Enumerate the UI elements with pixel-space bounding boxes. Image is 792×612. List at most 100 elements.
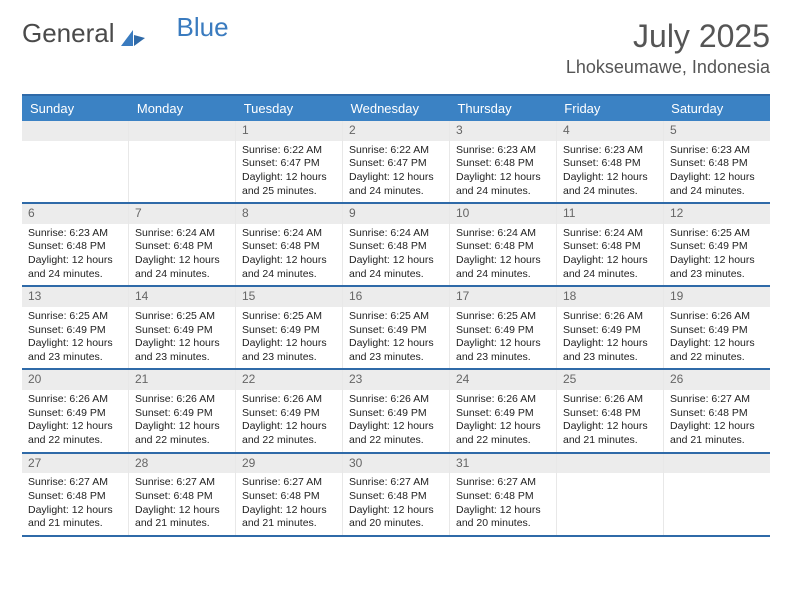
sunrise-line: Sunrise: 6:23 AM — [670, 144, 764, 158]
daylight-line: Daylight: 12 hours and 24 minutes. — [349, 254, 443, 281]
day-number: 9 — [343, 204, 449, 224]
calendar-cell: 12Sunrise: 6:25 AMSunset: 6:49 PMDayligh… — [664, 204, 770, 285]
calendar-cell: 25Sunrise: 6:26 AMSunset: 6:48 PMDayligh… — [557, 370, 664, 451]
cell-body: Sunrise: 6:25 AMSunset: 6:49 PMDaylight:… — [129, 307, 235, 369]
day-number: 10 — [450, 204, 556, 224]
calendar-cell: 2Sunrise: 6:22 AMSunset: 6:47 PMDaylight… — [343, 121, 450, 202]
daylight-line: Daylight: 12 hours and 23 minutes. — [349, 337, 443, 364]
sunset-line: Sunset: 6:48 PM — [563, 240, 657, 254]
brand-sail-icon — [119, 24, 147, 44]
sunrise-line: Sunrise: 6:25 AM — [28, 310, 122, 324]
cell-body: Sunrise: 6:27 AMSunset: 6:48 PMDaylight:… — [129, 473, 235, 535]
calendar-cell: 7Sunrise: 6:24 AMSunset: 6:48 PMDaylight… — [129, 204, 236, 285]
sunset-line: Sunset: 6:48 PM — [242, 240, 336, 254]
daylight-line: Daylight: 12 hours and 22 minutes. — [242, 420, 336, 447]
cell-body: Sunrise: 6:26 AMSunset: 6:48 PMDaylight:… — [557, 390, 663, 452]
day-number — [129, 121, 235, 141]
sunrise-line: Sunrise: 6:23 AM — [28, 227, 122, 241]
calendar-cell: 21Sunrise: 6:26 AMSunset: 6:49 PMDayligh… — [129, 370, 236, 451]
calendar-cell — [664, 454, 770, 535]
calendar-cell: 23Sunrise: 6:26 AMSunset: 6:49 PMDayligh… — [343, 370, 450, 451]
calendar-cell — [557, 454, 664, 535]
calendar-cell: 19Sunrise: 6:26 AMSunset: 6:49 PMDayligh… — [664, 287, 770, 368]
cell-body: Sunrise: 6:24 AMSunset: 6:48 PMDaylight:… — [236, 224, 342, 286]
daylight-line: Daylight: 12 hours and 24 minutes. — [135, 254, 229, 281]
cell-body: Sunrise: 6:24 AMSunset: 6:48 PMDaylight:… — [557, 224, 663, 286]
cell-body: Sunrise: 6:24 AMSunset: 6:48 PMDaylight:… — [343, 224, 449, 286]
sunrise-line: Sunrise: 6:25 AM — [242, 310, 336, 324]
sunset-line: Sunset: 6:49 PM — [456, 407, 550, 421]
cell-body: Sunrise: 6:26 AMSunset: 6:49 PMDaylight:… — [664, 307, 770, 369]
sunrise-line: Sunrise: 6:26 AM — [456, 393, 550, 407]
day-number: 29 — [236, 454, 342, 474]
day-number: 21 — [129, 370, 235, 390]
daylight-line: Daylight: 12 hours and 21 minutes. — [670, 420, 764, 447]
day-number: 16 — [343, 287, 449, 307]
sunrise-line: Sunrise: 6:26 AM — [349, 393, 443, 407]
daylight-line: Daylight: 12 hours and 24 minutes. — [670, 171, 764, 198]
sunset-line: Sunset: 6:47 PM — [349, 157, 443, 171]
day-number: 19 — [664, 287, 770, 307]
sunrise-line: Sunrise: 6:27 AM — [456, 476, 550, 490]
month-title: July 2025 — [566, 18, 770, 55]
sunset-line: Sunset: 6:49 PM — [670, 324, 764, 338]
calendar-cell: 8Sunrise: 6:24 AMSunset: 6:48 PMDaylight… — [236, 204, 343, 285]
sunset-line: Sunset: 6:48 PM — [563, 407, 657, 421]
daylight-line: Daylight: 12 hours and 21 minutes. — [563, 420, 657, 447]
day-number: 7 — [129, 204, 235, 224]
calendar-cell: 6Sunrise: 6:23 AMSunset: 6:48 PMDaylight… — [22, 204, 129, 285]
sunset-line: Sunset: 6:49 PM — [135, 407, 229, 421]
sunset-line: Sunset: 6:47 PM — [242, 157, 336, 171]
calendar-cell: 29Sunrise: 6:27 AMSunset: 6:48 PMDayligh… — [236, 454, 343, 535]
cell-body: Sunrise: 6:22 AMSunset: 6:47 PMDaylight:… — [343, 141, 449, 203]
day-number: 17 — [450, 287, 556, 307]
daylight-line: Daylight: 12 hours and 24 minutes. — [242, 254, 336, 281]
day-number: 5 — [664, 121, 770, 141]
calendar-cell: 17Sunrise: 6:25 AMSunset: 6:49 PMDayligh… — [450, 287, 557, 368]
cell-body: Sunrise: 6:26 AMSunset: 6:49 PMDaylight:… — [450, 390, 556, 452]
daylight-line: Daylight: 12 hours and 21 minutes. — [242, 504, 336, 531]
calendar-cell: 5 Sunrise: 6:23 AMSunset: 6:48 PMDaylight… — [664, 121, 770, 202]
calendar-cell: 26Sunrise: 6:27 AMSunset: 6:48 PMDayligh… — [664, 370, 770, 451]
sunset-line: Sunset: 6:48 PM — [456, 490, 550, 504]
title-block: July 2025 Lhokseumawe, Indonesia — [566, 18, 770, 78]
day-header-cell: Saturday — [663, 96, 770, 121]
day-number: 3 — [450, 121, 556, 141]
day-number: 26 — [664, 370, 770, 390]
page-header: General Blue July 2025 Lhokseumawe, Indo… — [22, 18, 770, 78]
cell-body: Sunrise: 6:25 AMSunset: 6:49 PMDaylight:… — [450, 307, 556, 369]
daylight-line: Daylight: 12 hours and 24 minutes. — [456, 254, 550, 281]
cell-body: Sunrise: 6:25 AMSunset: 6:49 PMDaylight:… — [22, 307, 128, 369]
day-number: 12 — [664, 204, 770, 224]
sunrise-line: Sunrise: 6:22 AM — [242, 144, 336, 158]
day-number: 22 — [236, 370, 342, 390]
cell-body: Sunrise: 6:26 AMSunset: 6:49 PMDaylight:… — [22, 390, 128, 452]
sunset-line: Sunset: 6:49 PM — [28, 324, 122, 338]
sunset-line: Sunset: 6:48 PM — [563, 157, 657, 171]
sunrise-line: Sunrise: 6:27 AM — [349, 476, 443, 490]
cell-body: Sunrise: 6:24 AMSunset: 6:48 PMDaylight:… — [450, 224, 556, 286]
day-number: 14 — [129, 287, 235, 307]
sunset-line: Sunset: 6:48 PM — [670, 157, 764, 171]
day-number — [22, 121, 128, 141]
sunset-line: Sunset: 6:49 PM — [28, 407, 122, 421]
sunrise-line: Sunrise: 6:25 AM — [349, 310, 443, 324]
calendar-week: 6Sunrise: 6:23 AMSunset: 6:48 PMDaylight… — [22, 204, 770, 287]
daylight-line: Daylight: 12 hours and 21 minutes. — [135, 504, 229, 531]
daylight-line: Daylight: 12 hours and 23 minutes. — [135, 337, 229, 364]
sunset-line: Sunset: 6:48 PM — [135, 490, 229, 504]
sunset-line: Sunset: 6:49 PM — [242, 407, 336, 421]
day-number: 28 — [129, 454, 235, 474]
cell-body: Sunrise: 6:23 AMSunset: 6:48 PMDaylight:… — [557, 141, 663, 203]
sunrise-line: Sunrise: 6:27 AM — [28, 476, 122, 490]
calendar-week: 1Sunrise: 6:22 AMSunset: 6:47 PMDaylight… — [22, 121, 770, 204]
sunset-line: Sunset: 6:49 PM — [135, 324, 229, 338]
daylight-line: Daylight: 12 hours and 22 minutes. — [28, 420, 122, 447]
sunset-line: Sunset: 6:48 PM — [135, 240, 229, 254]
day-number: 11 — [557, 204, 663, 224]
day-number: 23 — [343, 370, 449, 390]
cell-body: Sunrise: 6:27 AMSunset: 6:48 PMDaylight:… — [664, 390, 770, 452]
cell-body: Sunrise: 6:25 AMSunset: 6:49 PMDaylight:… — [343, 307, 449, 369]
calendar-cell: 13Sunrise: 6:25 AMSunset: 6:49 PMDayligh… — [22, 287, 129, 368]
cell-body: Sunrise: 6:23 AMSunset: 6:48 PMDaylight:… — [22, 224, 128, 286]
